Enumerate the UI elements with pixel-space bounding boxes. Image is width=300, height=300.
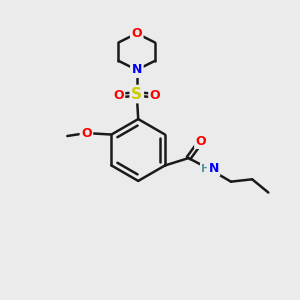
Text: H: H: [201, 164, 211, 174]
Text: N: N: [132, 63, 142, 76]
Text: N: N: [132, 63, 142, 76]
Text: N: N: [208, 162, 219, 175]
Text: O: O: [131, 27, 142, 40]
Text: S: S: [131, 87, 142, 102]
Text: O: O: [150, 89, 160, 102]
Text: O: O: [81, 127, 92, 140]
Text: O: O: [196, 134, 206, 148]
Text: O: O: [113, 89, 124, 102]
